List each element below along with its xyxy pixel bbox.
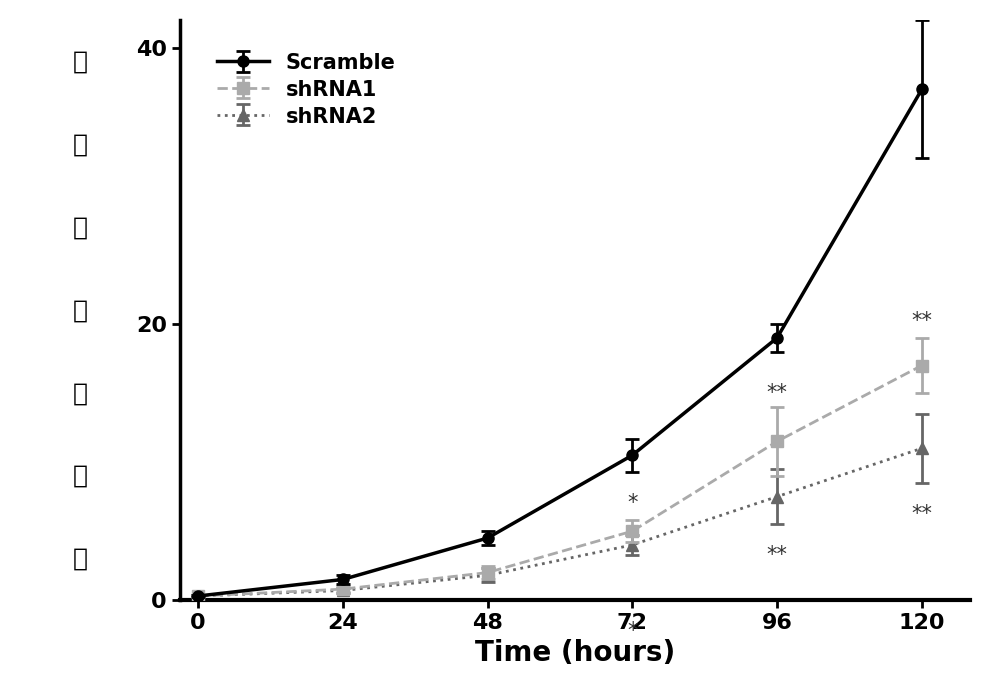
Text: 细: 细	[72, 50, 88, 74]
Text: 胞: 胞	[72, 133, 88, 157]
Text: 率: 率	[72, 547, 88, 571]
Text: **: **	[911, 311, 932, 331]
Text: 値: 値	[72, 464, 88, 488]
Text: 增: 增	[72, 381, 88, 405]
Text: **: **	[767, 383, 788, 403]
Text: *: *	[627, 621, 638, 641]
Text: **: **	[911, 503, 932, 524]
Text: *: *	[627, 493, 638, 514]
Legend: Scramble, shRNA1, shRNA2: Scramble, shRNA1, shRNA2	[206, 42, 406, 137]
Text: 相: 相	[72, 216, 88, 239]
X-axis label: Time (hours): Time (hours)	[475, 639, 675, 667]
Text: 对: 对	[72, 298, 88, 323]
Text: **: **	[767, 545, 788, 565]
